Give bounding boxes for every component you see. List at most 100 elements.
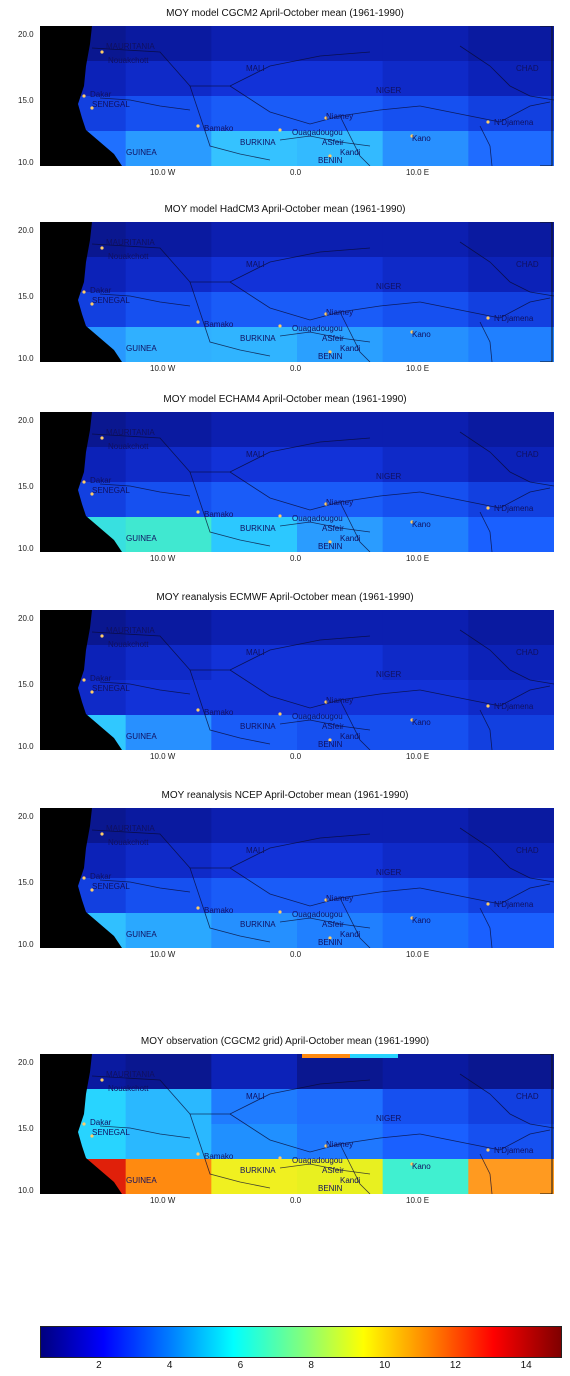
place-label-senegal: SENEGAL [92, 882, 130, 891]
ocean-mask [40, 412, 122, 552]
place-label-niger: NIGER [376, 86, 402, 95]
grid-cell [125, 131, 212, 166]
ocean-mask [40, 222, 122, 362]
place-label-n-djamena: N'Djamena [494, 504, 534, 513]
city-marker [278, 910, 282, 914]
place-label-asfeir: ASfeir [322, 334, 344, 343]
grid-cell [382, 447, 469, 483]
y-tick-mid: 15.0 [18, 96, 34, 105]
country-border [229, 1113, 421, 1153]
grid-cell [125, 913, 212, 948]
place-label-niamey: Niamey [326, 1140, 354, 1149]
map-panel-2: MOY model HadCM3 April-October mean (196… [0, 204, 570, 400]
city-marker [486, 1148, 490, 1152]
country-border [229, 669, 421, 709]
y-tick-bottom: 10.0 [18, 742, 34, 751]
grid-cell [297, 610, 384, 646]
place-label-guinea: GUINEA [126, 930, 157, 939]
grid-cell [468, 327, 554, 362]
grid-cell [468, 26, 554, 62]
country-border [339, 897, 371, 948]
grid-cell [382, 96, 469, 132]
x-tick-left: 10.0 W [150, 554, 176, 563]
city-marker [328, 154, 332, 158]
country-border [189, 1113, 271, 1189]
panel-title: MOY observation (CGCM2 grid) April-Octob… [140, 1036, 430, 1047]
place-label-asfeir: ASfeir [322, 138, 344, 147]
grid-cell [211, 1089, 298, 1125]
place-label-burkina: BURKINA [240, 138, 276, 147]
grid-cell [382, 131, 469, 166]
x-tick-right: 10.0 E [406, 752, 430, 761]
country-border [459, 827, 554, 883]
place-label-niger: NIGER [376, 472, 402, 481]
grid-cell [468, 680, 554, 716]
grid-cell [211, 412, 298, 448]
grid-cell [468, 913, 554, 948]
country-border [279, 1163, 371, 1175]
grid-cell [382, 913, 469, 948]
grid-cell [468, 878, 554, 914]
place-label-senegal: SENEGAL [92, 100, 130, 109]
country-border [229, 867, 421, 907]
grid-cell [468, 808, 554, 844]
ocean-mask [40, 1054, 122, 1194]
city-marker [328, 936, 332, 940]
grid-cell [468, 222, 554, 258]
grid-cell [297, 715, 384, 750]
x-tick-center: 0.0 [290, 1196, 302, 1205]
country-border [279, 331, 371, 343]
city-marker [410, 718, 414, 722]
place-label-niger: NIGER [376, 670, 402, 679]
place-label-kandi: Kandi [340, 148, 361, 157]
map-panel-5: MOY reanalysis NCEP April-October mean (… [0, 790, 570, 986]
country-border [279, 521, 371, 533]
map-field-svg [40, 1054, 554, 1194]
place-label-bamako: Bamako [204, 320, 234, 329]
city-marker [90, 888, 94, 892]
city-marker [410, 520, 414, 524]
country-border [479, 1153, 493, 1194]
map-panel-1: MOY model CGCM2 April-October mean (1961… [0, 8, 570, 204]
place-label-ouagadougou: Ouagadougou [292, 514, 343, 523]
grid-cell [297, 645, 384, 681]
place-label-senegal: SENEGAL [92, 1128, 130, 1137]
country-border [99, 1125, 191, 1139]
place-label-chad: CHAD [516, 1092, 539, 1101]
grid-cell [297, 327, 384, 362]
y-tick-top: 20.0 [18, 812, 34, 821]
grid-cell [125, 843, 212, 879]
y-tick-bottom: 10.0 [18, 1186, 34, 1195]
place-label-burkina: BURKINA [240, 524, 276, 533]
city-marker [486, 120, 490, 124]
city-marker [82, 1122, 86, 1126]
grid-cell [297, 1054, 384, 1090]
place-label-niger: NIGER [376, 282, 402, 291]
y-tick-top: 20.0 [18, 1058, 34, 1067]
colorbar-tick-label: 6 [237, 1360, 244, 1371]
country-border [339, 1143, 371, 1194]
city-marker [324, 898, 328, 902]
place-label-ouagadougou: Ouagadougou [292, 1156, 343, 1165]
country-border [99, 97, 191, 111]
map-panel-6: MOY observation (CGCM2 grid) April-Octob… [0, 1036, 570, 1232]
city-marker [324, 312, 328, 316]
grid-cell [382, 610, 469, 646]
grid-cell [382, 715, 469, 750]
y-tick-mid: 15.0 [18, 292, 34, 301]
x-tick-center: 0.0 [290, 364, 302, 373]
grid-cell [382, 412, 469, 448]
country-border [229, 85, 421, 125]
place-label-bamako: Bamako [204, 708, 234, 717]
place-label-nouakchott: Nouakchott [108, 1084, 149, 1093]
y-tick-mid: 15.0 [18, 680, 34, 689]
place-label-mauritania: MAURITANIA [106, 238, 155, 247]
place-label-mauritania: MAURITANIA [106, 42, 155, 51]
map-frame [540, 222, 553, 362]
grid-cell [297, 808, 384, 844]
grid-cell [302, 1054, 350, 1058]
grid-cell [211, 808, 298, 844]
x-tick-left: 10.0 W [150, 1196, 176, 1205]
city-marker [196, 320, 200, 324]
map-field-svg [40, 808, 554, 948]
